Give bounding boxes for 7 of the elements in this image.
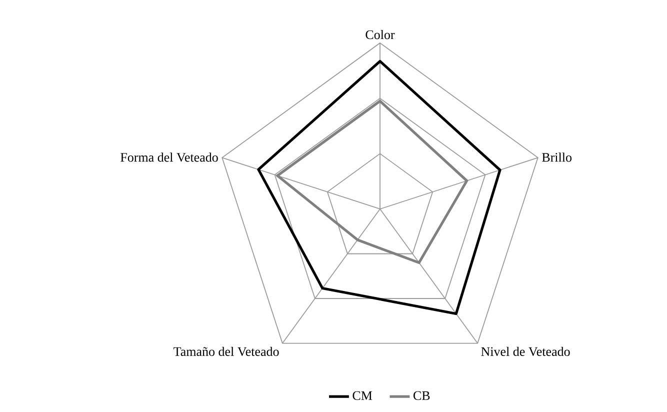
legend-label: CB — [414, 391, 430, 400]
spoke-label: Forma del Veteado — [120, 152, 218, 162]
spoke-label: Color — [366, 30, 395, 40]
spoke-label: Nivel de Veteado — [481, 346, 570, 356]
legend-label: CM — [352, 391, 372, 400]
spoke-label: Tamaño del Veteado — [174, 346, 279, 356]
spoke-label: Brillo — [542, 152, 572, 162]
